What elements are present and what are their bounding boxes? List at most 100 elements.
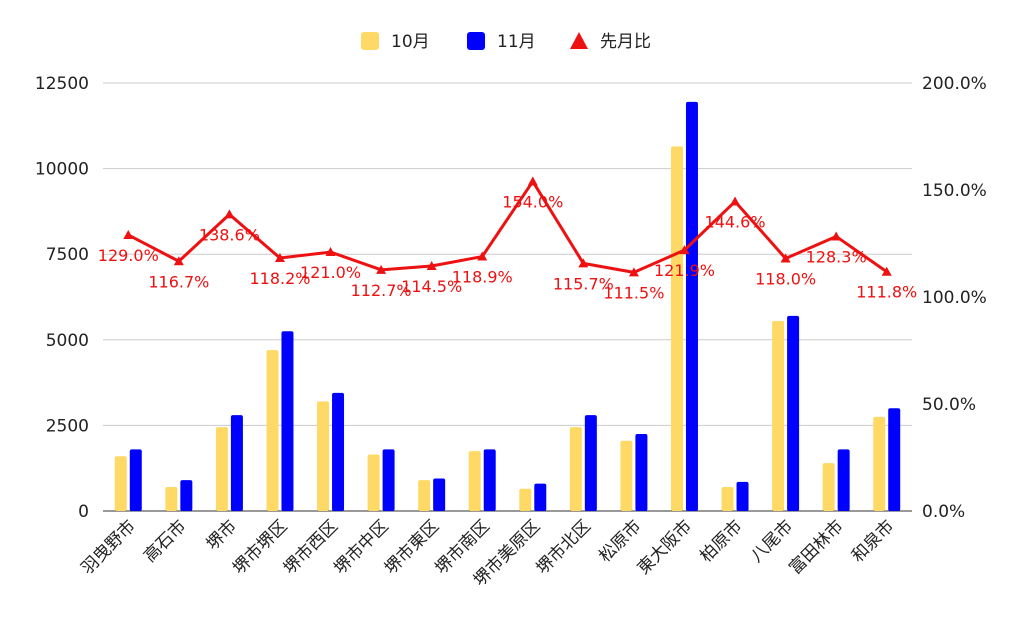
ratio-point-7 xyxy=(477,251,488,261)
bar-10-6 xyxy=(418,480,431,511)
ratio-point-2 xyxy=(224,209,235,219)
legend: 10月 11月 先月比 xyxy=(361,32,651,52)
bar-10-3 xyxy=(266,350,279,511)
right-tick-label: 200.0% xyxy=(922,74,987,94)
right-tick-label: 50.0% xyxy=(922,395,976,415)
ratio-point-11 xyxy=(679,245,690,255)
category-label: 高石市 xyxy=(140,516,190,566)
ratio-label-0: 129.0% xyxy=(98,246,159,265)
category-label: 堺市西区 xyxy=(280,516,342,578)
ratio-label-9: 115.7% xyxy=(553,274,614,293)
ratio-line xyxy=(123,176,892,277)
left-tick-label: 10000 xyxy=(35,160,89,180)
bar-11-2 xyxy=(230,415,243,511)
ratio-label-6: 114.5% xyxy=(401,277,462,296)
bar-11-8 xyxy=(534,483,547,511)
bar-11-0 xyxy=(129,449,142,511)
ratio-point-5 xyxy=(376,264,387,274)
ratio-label-5: 112.7% xyxy=(351,281,412,300)
ratio-label-2: 138.6% xyxy=(199,225,260,244)
ratio-label-7: 118.9% xyxy=(452,268,513,287)
legend-label-2: 先月比 xyxy=(600,32,651,52)
category-label: 堺市北区 xyxy=(533,516,595,578)
ratio-point-1 xyxy=(173,256,184,266)
left-axis: 0 2500 5000 7500 10000 12500 xyxy=(35,74,89,522)
bar-10-9 xyxy=(569,427,582,511)
bar-10-7 xyxy=(468,451,481,511)
right-tick-label: 0.0% xyxy=(922,502,965,522)
bar-11-7 xyxy=(483,449,496,511)
ratio-point-9 xyxy=(578,258,589,268)
category-label: 富田林市 xyxy=(785,516,847,578)
bar-11-11 xyxy=(685,101,698,511)
category-label: 堺市 xyxy=(203,516,241,554)
ratio-point-15 xyxy=(881,266,892,276)
left-tick-label: 2500 xyxy=(46,416,89,436)
legend-swatch-1 xyxy=(467,32,485,50)
right-tick-label: 150.0% xyxy=(922,181,987,201)
ratio-point-13 xyxy=(780,253,791,263)
bar-10-2 xyxy=(215,427,228,511)
bar-10-1 xyxy=(165,487,178,511)
legend-swatch-0 xyxy=(361,32,379,50)
bar-10-10 xyxy=(620,440,633,511)
category-label: 羽曳野市 xyxy=(78,516,140,578)
ratio-label-14: 128.3% xyxy=(806,247,867,266)
bar-10-12 xyxy=(721,487,734,511)
category-label: 東大阪市 xyxy=(634,516,696,578)
bar-11-12 xyxy=(736,481,749,511)
bar-10-5 xyxy=(367,454,380,511)
ratio-label-1: 116.7% xyxy=(148,272,209,291)
ratio-point-3 xyxy=(274,253,285,263)
bar-11-3 xyxy=(281,331,294,511)
ratio-polyline xyxy=(127,179,888,274)
ratio-labels: 129.0% 116.7% 138.6% 118.2%121.0%112.7%114.… xyxy=(98,192,917,302)
left-tick-label: 7500 xyxy=(46,245,89,265)
bar-10-15 xyxy=(873,416,886,511)
bar-11-15 xyxy=(888,408,901,511)
bar-11-6 xyxy=(433,478,446,511)
category-label: 柏原市 xyxy=(696,516,746,566)
legend-label-1: 11月 xyxy=(497,32,536,52)
ratio-label-10: 111.5% xyxy=(603,283,664,302)
bar-10-11 xyxy=(670,146,683,511)
ratio-label-11: 121.9% xyxy=(654,261,715,280)
bar-10-4 xyxy=(317,401,330,511)
ratio-label-4: 121.0% xyxy=(300,263,361,282)
legend-label-0: 10月 xyxy=(391,32,430,52)
ratio-point-0 xyxy=(123,229,134,239)
bar-10-14 xyxy=(822,463,835,511)
bar-11-14 xyxy=(837,449,850,511)
category-label: 堺市堺区 xyxy=(229,516,291,578)
bar-10-0 xyxy=(114,456,127,511)
left-tick-label: 12500 xyxy=(35,74,89,94)
legend-swatch-2 xyxy=(570,32,588,49)
ratio-label-8: 154.0% xyxy=(502,192,563,211)
ratio-label-12: 144.6% xyxy=(705,213,766,232)
ratio-point-8 xyxy=(527,176,538,186)
ratio-label-15: 111.8% xyxy=(856,283,917,302)
bar-10-8 xyxy=(519,488,532,511)
right-tick-label: 100.0% xyxy=(922,288,987,308)
ratio-point-6 xyxy=(426,260,437,270)
bar-11-5 xyxy=(382,449,395,511)
ratio-point-10 xyxy=(628,267,639,277)
left-tick-label: 5000 xyxy=(46,331,89,351)
bars xyxy=(114,101,901,511)
ratio-label-3: 118.2% xyxy=(249,269,310,288)
ratio-point-14 xyxy=(831,231,842,241)
category-label: 堺市東区 xyxy=(381,516,443,578)
bar-10-13 xyxy=(772,320,785,511)
ratio-label-13: 118.0% xyxy=(755,269,816,288)
bar-11-10 xyxy=(635,433,648,511)
bar-11-13 xyxy=(787,315,800,511)
category-label: 堺市中区 xyxy=(330,516,392,578)
ratio-point-12 xyxy=(730,196,741,206)
right-axis: 0.0% 50.0% 100.0% 150.0% 200.0% xyxy=(922,74,987,522)
bar-11-9 xyxy=(584,415,597,511)
bar-11-1 xyxy=(180,480,193,511)
ratio-point-4 xyxy=(325,247,336,257)
category-label: 和泉市 xyxy=(848,516,898,566)
